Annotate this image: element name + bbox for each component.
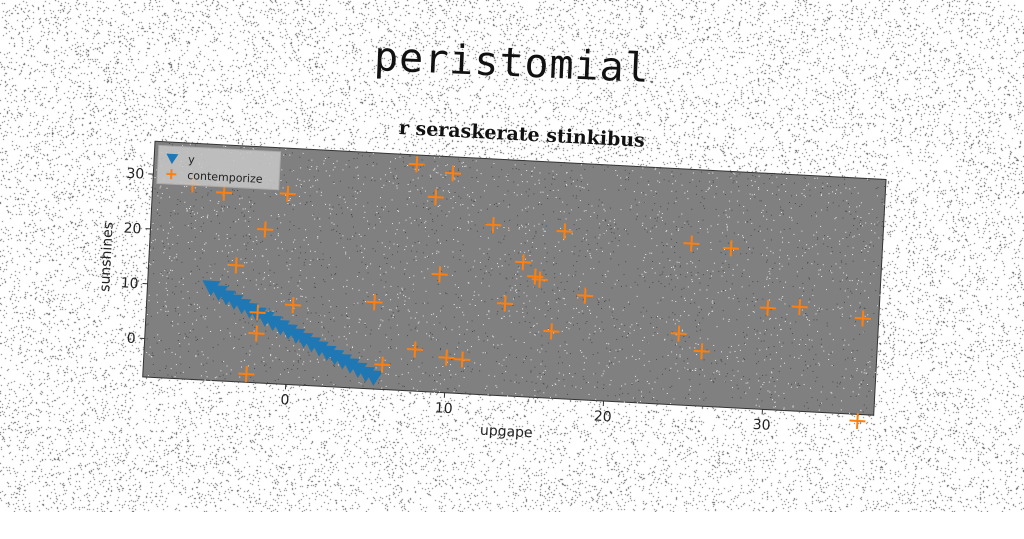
x-tick-label: 0 [280,392,290,408]
x-tick-label: 20 [593,409,612,426]
y-tick-label: 30 [126,166,145,183]
x-axis-label: upgape [480,423,533,442]
chart-subtitle: r seraskerate stinkibus [398,117,645,152]
y-tick-label: 10 [120,275,139,292]
x-tick-label: 10 [434,400,453,417]
y-tick-label: 0 [126,331,136,347]
x-tick-label: 30 [752,417,771,434]
y-tick-label: 20 [123,221,142,238]
legend-label: y [188,153,196,166]
y-axis-label: sunshines [97,222,117,293]
